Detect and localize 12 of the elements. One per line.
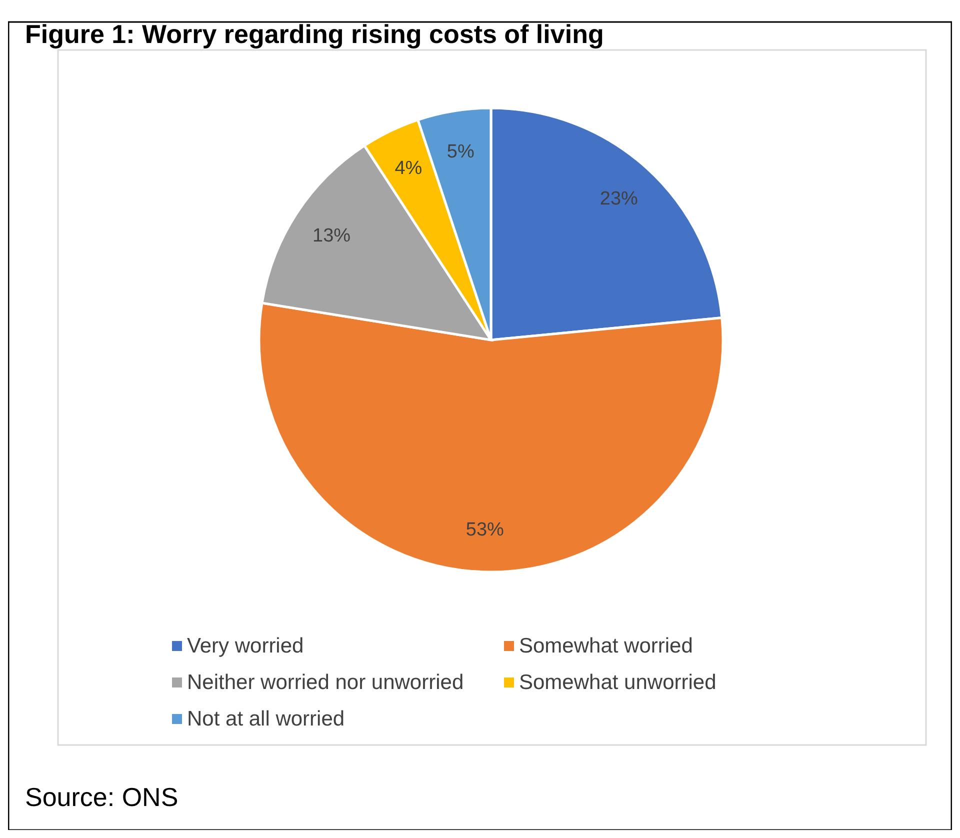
data-label: 53% xyxy=(466,520,504,541)
data-label: 5% xyxy=(446,142,474,163)
data-label: 13% xyxy=(312,226,351,247)
legend-label: Neither worried nor unworried xyxy=(187,671,464,694)
data-label: 23% xyxy=(600,188,638,210)
data-label: 4% xyxy=(394,158,422,180)
legend-label: Somewhat worried xyxy=(519,634,693,658)
legend-label: Very worried xyxy=(187,634,304,658)
source-note: Source: ONS xyxy=(25,782,178,812)
chart-title: Figure 1: Worry regarding rising costs of living xyxy=(25,19,604,49)
legend-label: Somewhat unworried xyxy=(519,671,716,694)
legend-label: Not at all worried xyxy=(187,708,345,730)
